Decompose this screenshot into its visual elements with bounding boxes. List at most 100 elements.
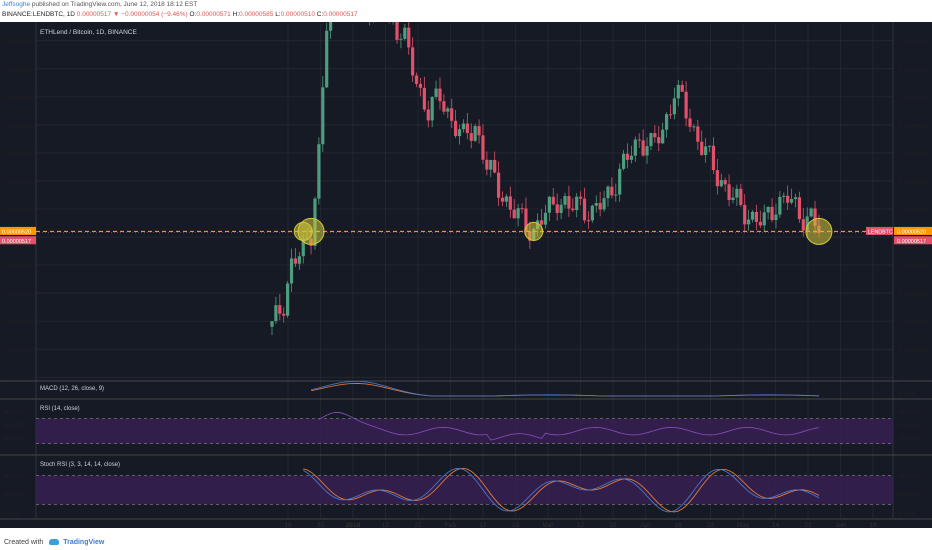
candle-body: [743, 204, 747, 225]
candle-body: [426, 109, 430, 121]
candle-body: [563, 196, 567, 205]
candle-body: [442, 101, 446, 112]
x-tick-label: 18: [284, 522, 292, 528]
candle-body: [731, 197, 735, 201]
candle-body: [758, 221, 762, 226]
candle-body: [594, 203, 598, 206]
candle-body: [813, 208, 817, 226]
candle-body: [664, 114, 669, 130]
candle-body: [399, 38, 403, 40]
candle-body: [805, 216, 809, 231]
candle-body: [329, 5, 333, 31]
candle-body: [289, 258, 294, 284]
rsi-axis-label-left: 60.0000: [4, 423, 24, 429]
candle-body: [434, 88, 438, 97]
x-tick-label: 23: [707, 522, 715, 528]
x-tick-label: Feb: [445, 522, 457, 528]
tradingview-logo-icon: [49, 539, 60, 546]
candle-body: [325, 30, 329, 88]
x-tick-label: 22: [414, 522, 422, 528]
candle-body: [618, 168, 622, 195]
candle-body: [422, 87, 426, 110]
candle-body: [582, 198, 587, 221]
support-tag: 0.00000520: [897, 229, 926, 235]
candle-body: [786, 195, 790, 203]
open-value: 0.00000571: [196, 11, 231, 18]
candle-body: [571, 208, 575, 211]
high-label: H:: [232, 11, 240, 18]
x-tick-label: 21: [804, 522, 812, 528]
created-with-text: Created with: [4, 539, 44, 546]
x-tick-label: 19: [512, 522, 520, 528]
candle-body: [614, 194, 618, 196]
candle-body: [610, 186, 614, 196]
symbol-tag: LENDBTC: [868, 229, 893, 235]
left-tag-bg: [0, 236, 36, 245]
candle-body: [797, 197, 801, 220]
candle-body: [789, 199, 794, 203]
x-tick-label: Mar: [542, 522, 554, 528]
x-tick-label: 2018: [346, 522, 361, 528]
publish-info: Jeffsoghe published on TradingView.com, …: [2, 1, 197, 8]
candle-body: [707, 145, 712, 147]
candle-body: [504, 196, 508, 202]
rsi-axis-label-left: 80.0000: [4, 410, 24, 416]
tradingview-brand[interactable]: TradingView: [63, 539, 105, 546]
rsi-axis-label-left: 40.0000: [4, 435, 24, 441]
price-axis-label: 0.00001200: [899, 39, 928, 45]
publish-text: published on TradingView.com, June 12, 2…: [31, 1, 198, 8]
candle-body: [278, 305, 282, 314]
symbol-tag-bg: [866, 226, 893, 235]
x-tick-label: 16: [674, 522, 682, 528]
candle-body: [469, 133, 473, 141]
candle-body: [286, 283, 290, 316]
candle-body: [793, 197, 798, 200]
candle-body: [684, 91, 688, 119]
candle-body: [668, 114, 673, 116]
price-axis-label-left: 0.00000100: [4, 348, 33, 354]
candle-body: [485, 159, 489, 170]
stoch-k-line: [303, 467, 820, 513]
candle-body: [657, 137, 661, 144]
candle-body: [539, 220, 544, 225]
chart-svg[interactable]: 18 25 2018 15 22 Feb 12 19 Mar 12 19 Apr 16 23 May 14 21…: [0, 0, 932, 529]
price-axis-label: -0.00000000: [899, 376, 930, 382]
candle-body: [782, 195, 786, 197]
candle-body: [649, 133, 653, 147]
chart-area[interactable]: 18 25 2018 15 22 Feb 12 19 Mar 12 19 Apr 16 23 May 14 21…: [0, 0, 932, 529]
left-tag-bg: [0, 226, 36, 235]
price-axis-label: 0.00000300: [899, 292, 928, 298]
candle-body: [645, 146, 649, 156]
price-axis-label: 0.00000900: [899, 123, 928, 129]
macd-label: MACD (12, 26, close, 9): [40, 386, 104, 392]
candle-body: [508, 196, 512, 210]
candle-body: [282, 313, 286, 316]
close-label: C:: [316, 11, 324, 18]
price-axis-label: 0.00000600: [899, 208, 928, 214]
macd-axis-label: 0.0000: [899, 392, 916, 398]
candle-body: [575, 196, 579, 211]
x-tick-label: Apr: [640, 522, 651, 528]
left-tag: 0.00000520: [2, 229, 31, 235]
candle-body: [465, 123, 469, 134]
candle-body: [317, 144, 321, 199]
ohlc-info: BINANCE:LENDBTC, 1D 0.00000517 ▼ −0.0000…: [2, 11, 358, 18]
rsi-axis-label: 40.0000: [899, 435, 919, 441]
candle-body: [446, 108, 450, 112]
candle-body: [672, 98, 676, 115]
candle-body: [770, 206, 774, 221]
price-axis-label-left: 0.00001100: [4, 67, 33, 73]
stoch-axis-label-left: 40.0000: [4, 493, 24, 499]
rsi-line: [318, 412, 819, 441]
candle-body: [321, 87, 325, 145]
candle-body: [735, 188, 739, 198]
price-axis-label-left: 0.00001200: [4, 39, 33, 45]
candle-body: [586, 220, 591, 222]
x-tick-label: 12: [577, 522, 585, 528]
candle-body: [629, 155, 634, 160]
price-axis-label: 0.00000200: [899, 320, 928, 326]
low-value: 0.00000510: [280, 11, 315, 18]
price-axis-label-left: 0.00000700: [4, 179, 33, 185]
publisher-name[interactable]: Jeffsoghe: [2, 1, 31, 8]
candle-body: [493, 159, 497, 173]
